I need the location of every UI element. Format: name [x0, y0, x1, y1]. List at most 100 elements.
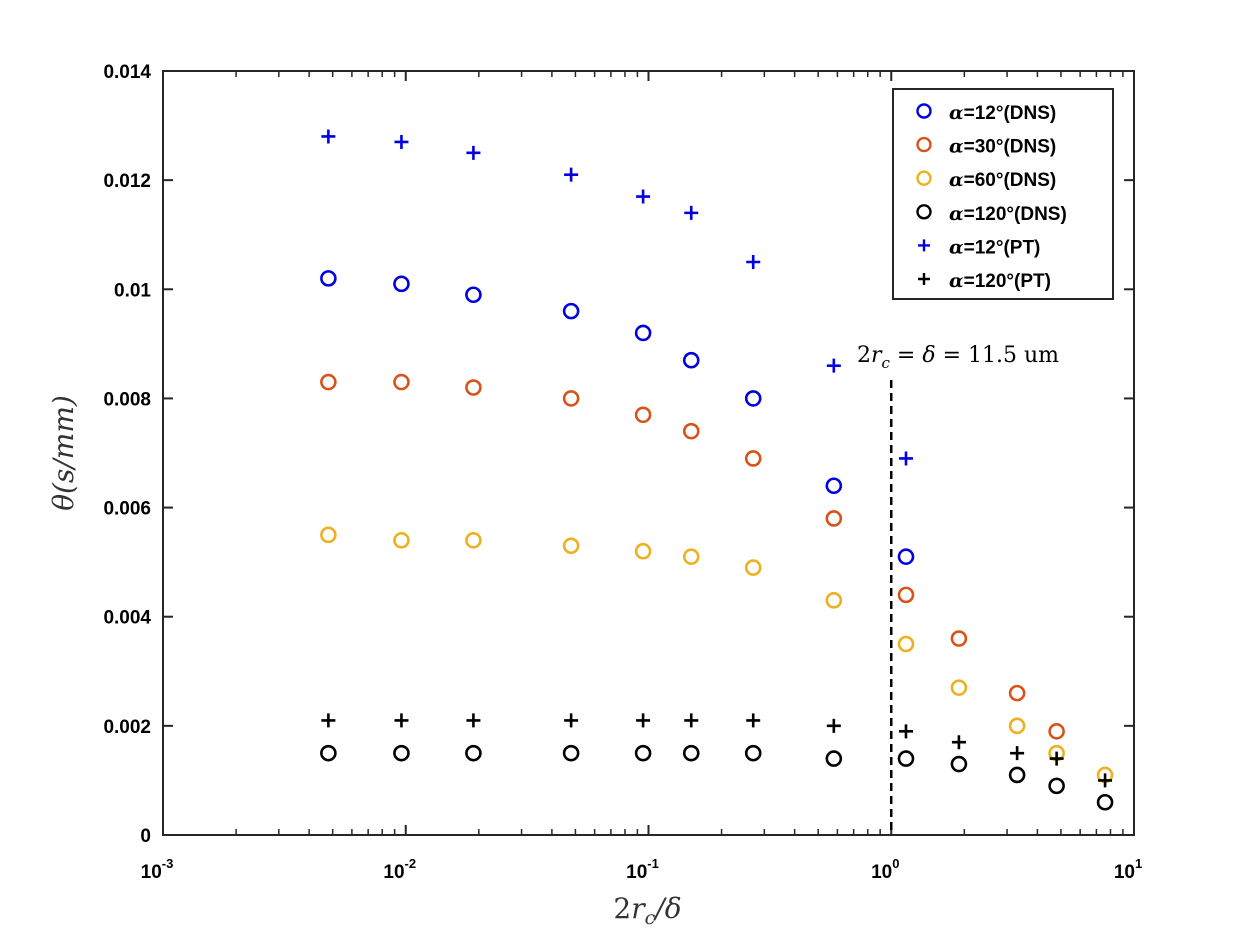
x-tick-label: 10-3: [141, 856, 174, 883]
legend-marker: [918, 239, 930, 252]
data-point: [393, 744, 410, 762]
data-point: [1008, 684, 1026, 702]
legend-marker: [916, 136, 932, 153]
legend-label: α=120°(DNS): [949, 203, 1067, 225]
data-point: [825, 477, 843, 495]
x-tick-label: 100: [871, 856, 899, 883]
x-tick-label: 10-1: [626, 856, 659, 883]
data-point: [897, 750, 915, 767]
data-point: [320, 744, 337, 762]
data-point: [320, 270, 337, 287]
data-point: [564, 713, 579, 728]
data-point: [634, 406, 652, 424]
data-point: [825, 510, 843, 527]
y-tick-label: 0.006: [103, 499, 151, 520]
data-point: [682, 744, 700, 762]
y-axis-title: θ(s/mm): [47, 395, 80, 511]
data-point: [744, 450, 762, 467]
data-point: [1048, 723, 1065, 740]
legend-marker: [918, 273, 930, 285]
data-point: [950, 755, 968, 773]
data-point: [682, 548, 700, 565]
data-point: [825, 750, 843, 767]
data-point: [634, 542, 652, 560]
data-point: [746, 713, 761, 728]
data-point: [898, 451, 913, 466]
legend-marker: [916, 103, 932, 119]
data-point: [466, 713, 481, 728]
data-point: [465, 379, 482, 396]
data-markers: [320, 129, 1114, 811]
data-point: [393, 532, 410, 549]
data-point: [320, 526, 337, 544]
legend-label: α=12°(PT): [949, 236, 1040, 258]
annotation: 2rc = δ = 11.5 um: [857, 343, 1059, 835]
legend-label: α=12°(DNS): [949, 102, 1056, 124]
data-point: [321, 129, 336, 144]
y-tick-label: 0.008: [103, 389, 151, 410]
data-point: [634, 744, 652, 762]
y-tick-label: 0.002: [103, 717, 151, 738]
data-point: [1008, 717, 1026, 735]
data-point: [393, 373, 410, 391]
y-tick-label: 0: [140, 826, 151, 847]
data-point: [684, 205, 699, 220]
data-point: [744, 744, 762, 762]
data-point: [682, 422, 700, 440]
data-point: [950, 679, 968, 696]
data-point: [1048, 777, 1065, 795]
series-1: [320, 373, 1065, 740]
data-point: [826, 358, 841, 373]
data-point: [746, 255, 761, 269]
data-point: [950, 630, 968, 647]
axis-titles: 2rc/δ θ(s/mm): [47, 395, 682, 929]
data-point: [1098, 773, 1113, 788]
data-point: [1008, 766, 1026, 784]
data-point: [321, 713, 336, 728]
legend-label: α=60°(DNS): [949, 169, 1056, 191]
ticks: [162, 70, 1135, 836]
legend-label: α=30°(DNS): [949, 136, 1056, 158]
y-tick-label: 0.014: [103, 62, 151, 83]
data-point: [564, 167, 579, 182]
data-point: [684, 713, 699, 728]
data-point: [951, 735, 966, 750]
data-point: [826, 718, 841, 733]
reference-line-label: 2rc = δ = 11.5 um: [857, 343, 1059, 372]
data-point: [320, 373, 337, 391]
data-point: [466, 145, 481, 160]
data-point: [562, 302, 580, 320]
data-point: [636, 189, 651, 204]
legend-box: [892, 88, 1114, 300]
legend-marker: [916, 170, 932, 186]
data-point: [562, 744, 580, 762]
data-point: [465, 744, 482, 762]
data-point: [394, 134, 409, 149]
data-point: [465, 286, 482, 304]
series-4: [321, 129, 913, 466]
data-point: [636, 713, 651, 728]
data-point: [744, 390, 762, 407]
data-point: [634, 324, 652, 342]
y-tick-label: 0.012: [103, 171, 151, 192]
series-0: [320, 270, 915, 565]
data-point: [897, 548, 915, 565]
legend-label: α=120°(PT): [949, 270, 1051, 292]
data-point: [897, 635, 915, 653]
data-point: [1096, 793, 1114, 811]
legend: α=12°(DNS) α=30°(DNS) α=60°(DNS) α=120°(DNS…: [892, 88, 1114, 300]
data-point: [394, 713, 409, 728]
legend-marker: [916, 204, 932, 220]
y-tick-label: 0.004: [103, 608, 151, 629]
tick-labels: 0 0.002 0.004 0.006 0.008 0.01 0.012 0.014 10-3 1…: [103, 62, 1142, 883]
series-3: [320, 744, 1114, 811]
data-point: [562, 537, 580, 555]
data-point: [465, 532, 482, 549]
data-point: [1049, 751, 1064, 766]
x-tick-label: 10-2: [383, 856, 416, 883]
data-point: [1010, 746, 1025, 761]
data-point: [897, 586, 915, 604]
y-tick-label: 0.01: [114, 280, 151, 301]
data-point: [682, 351, 700, 369]
